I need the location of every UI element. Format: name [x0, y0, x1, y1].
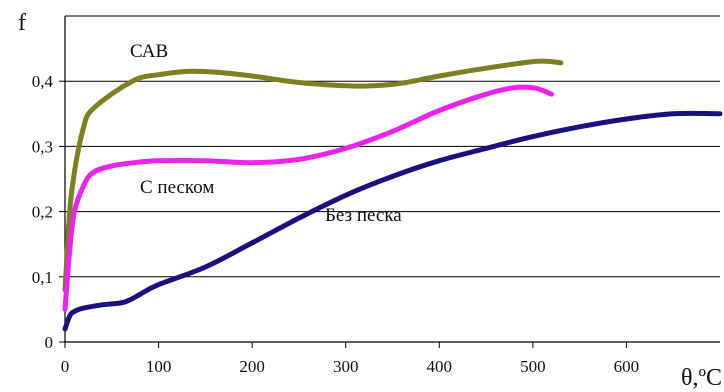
series-label-s-peskom: С песком	[140, 177, 214, 198]
x-tick-label-3: 300	[333, 357, 359, 376]
x-tick-label-2: 200	[239, 357, 265, 376]
y-tick-label-4: 0,4	[32, 72, 54, 91]
series-label-bez-peska: Без песка	[325, 205, 402, 226]
x-tick-label-6: 600	[614, 357, 640, 376]
x-tick-label-5: 500	[520, 357, 546, 376]
gridlines	[65, 15, 720, 278]
tick-labels: 0 100 200 300 400 500 600 0 0,1 0,2 0,3 0,4	[32, 72, 639, 376]
series-label-sav: САВ	[130, 41, 168, 62]
series-line-2	[62, 110, 723, 332]
series-lines	[62, 58, 723, 332]
y-tick-label-0: 0	[45, 333, 54, 352]
y-axis-title: f	[18, 10, 26, 36]
x-tick-label-0: 0	[61, 357, 70, 376]
series-line-1	[62, 84, 555, 312]
y-tick-label-3: 0,3	[32, 137, 53, 156]
series-line-0	[62, 58, 564, 293]
y-tick-label-1: 0,1	[32, 268, 53, 287]
x-tick-label-4: 400	[427, 357, 453, 376]
y-tick-label-2: 0,2	[32, 203, 53, 222]
x-axis-title: θ,ºC	[681, 365, 722, 391]
x-tick-label-1: 100	[146, 357, 172, 376]
